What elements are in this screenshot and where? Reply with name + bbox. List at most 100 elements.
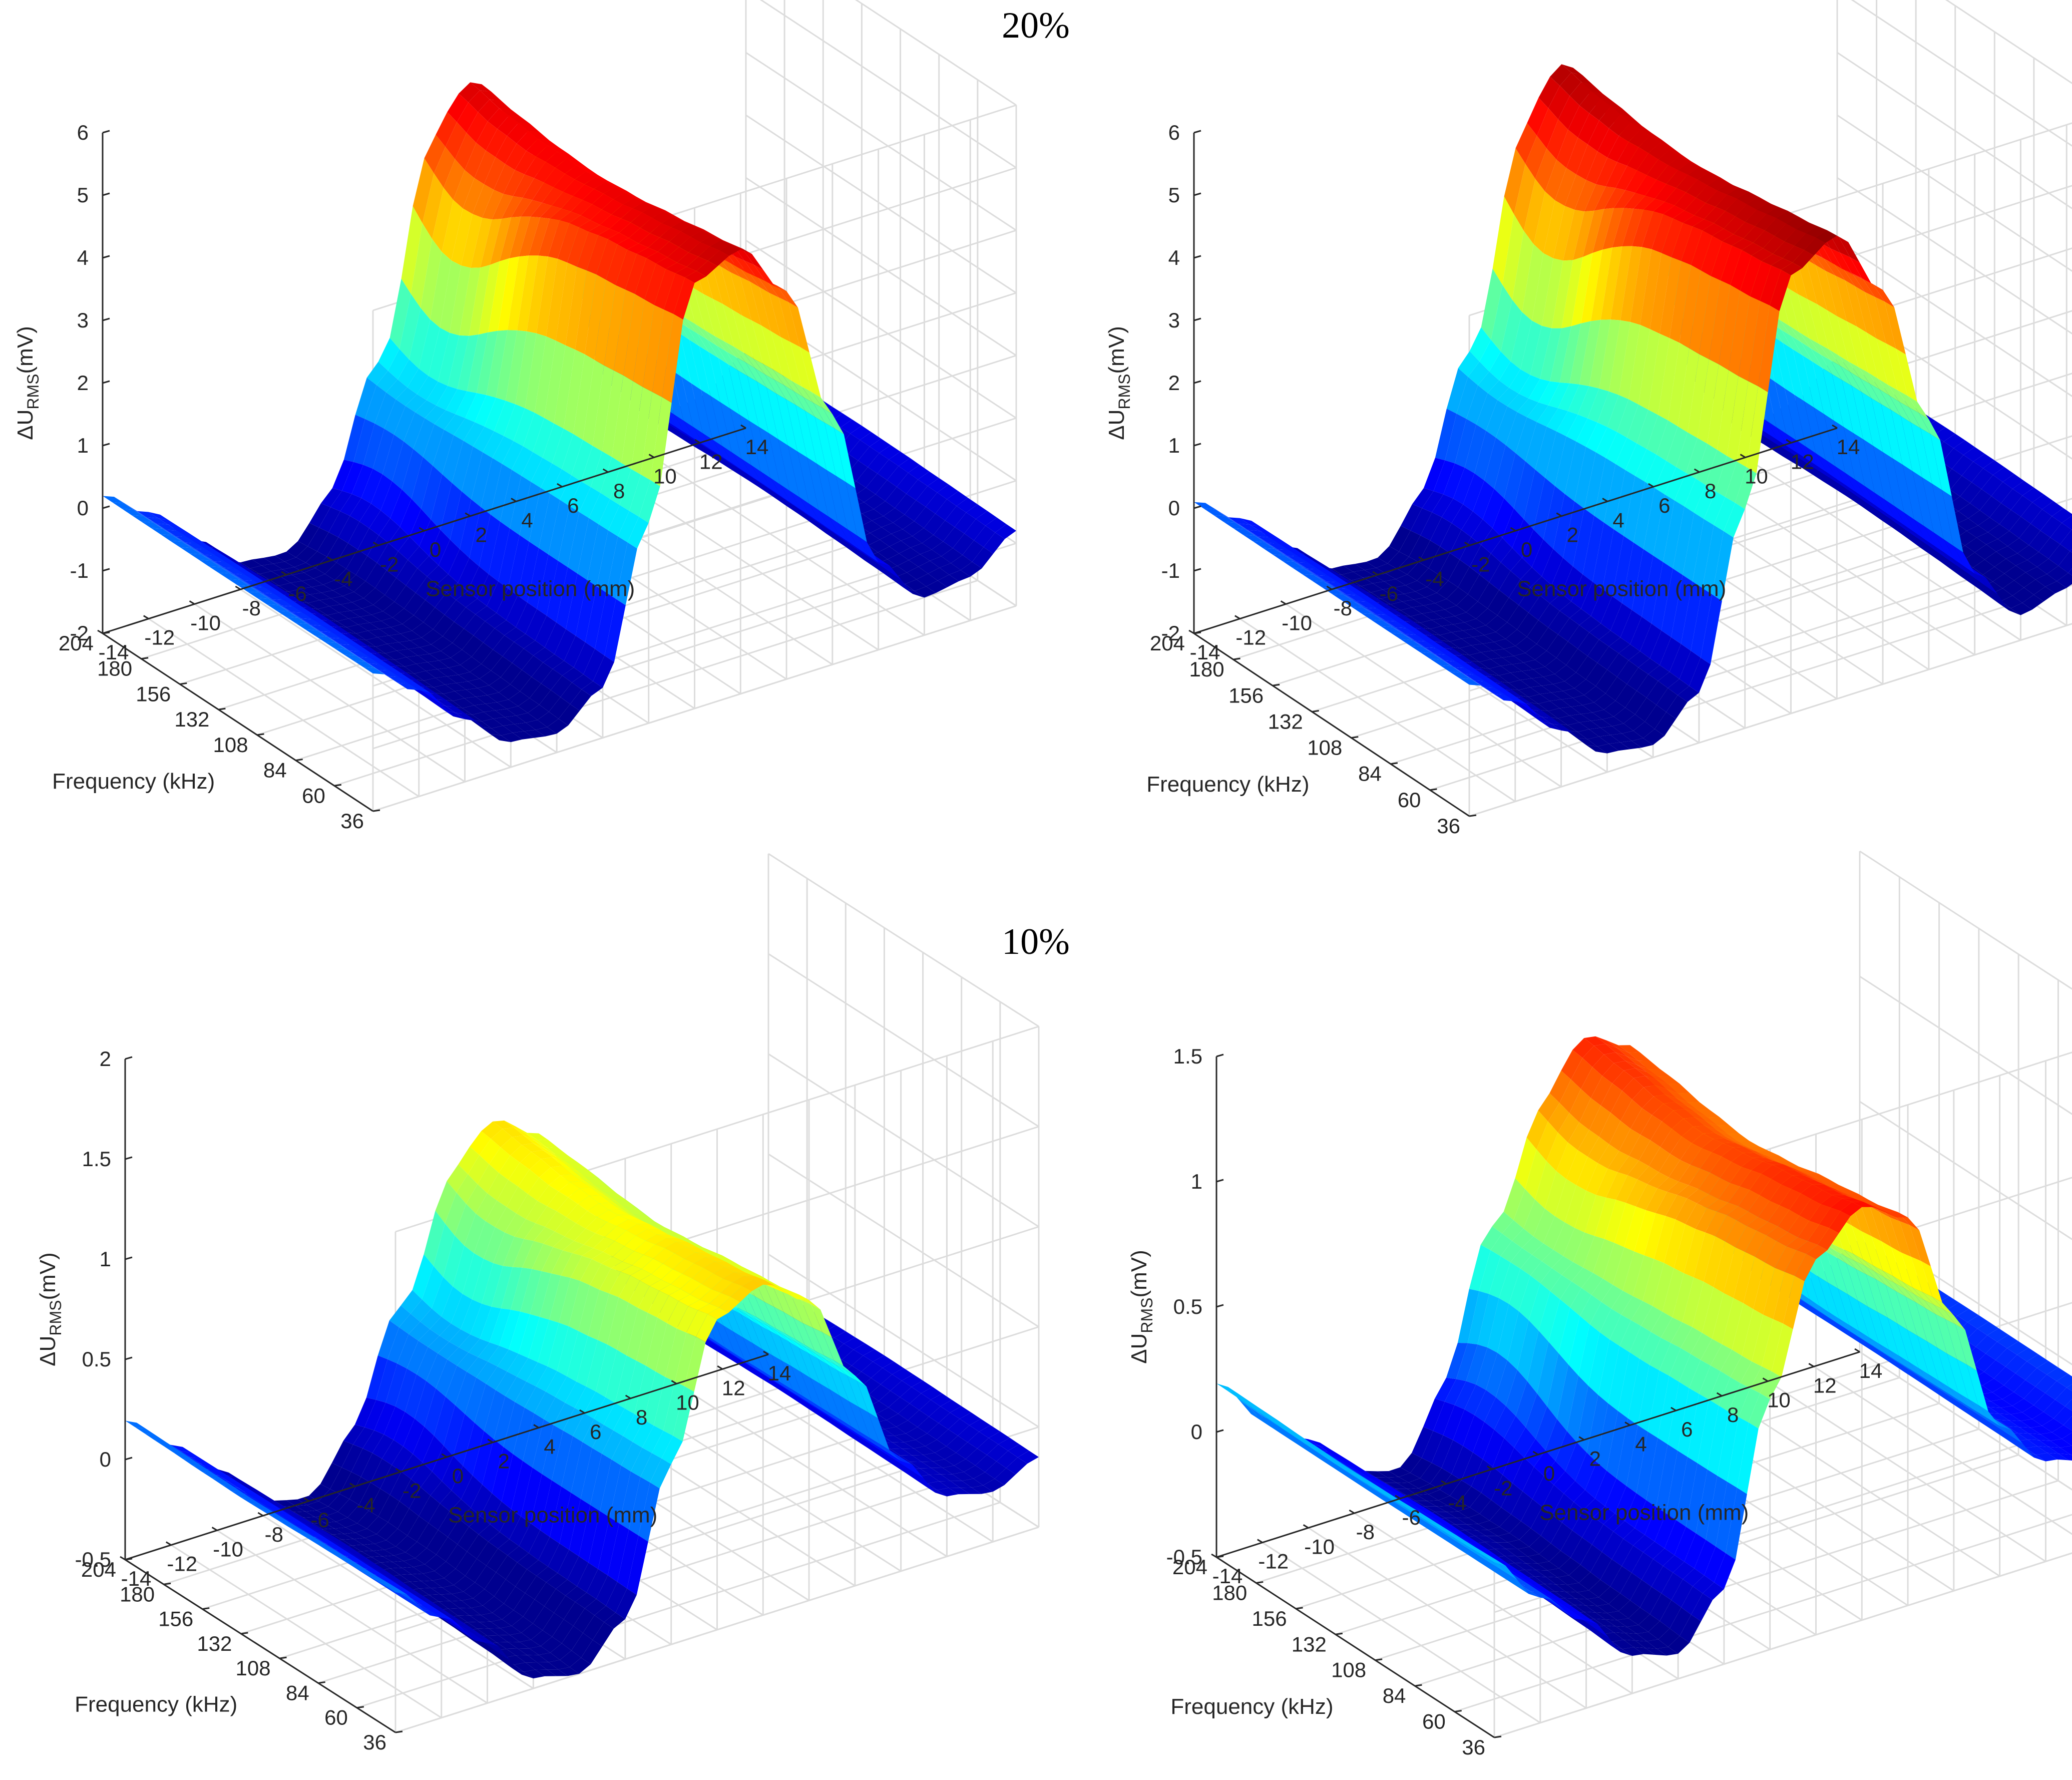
surface-patch [232, 573, 253, 587]
surface-patch [520, 676, 541, 698]
surface-patch [1613, 470, 1635, 536]
surface-patch [552, 1157, 574, 1171]
surface-patch [918, 1475, 939, 1484]
surface-patch [197, 543, 218, 552]
surface-patch [1589, 319, 1611, 389]
surface-patch [1666, 170, 1688, 188]
surface-patch [617, 238, 639, 250]
surface-patch [247, 591, 269, 599]
surface-patch [822, 1332, 844, 1366]
surface-patch [967, 1432, 989, 1449]
surface-patch [751, 465, 772, 491]
z-axis-label-sub: RMS [24, 374, 42, 410]
surface-patch [1630, 123, 1652, 133]
surface-patch [278, 605, 299, 618]
surface-patch [189, 553, 211, 561]
surface-patch [641, 392, 662, 480]
y-tick-label: 156 [1228, 683, 1264, 707]
surface-patch [502, 1127, 524, 1137]
surface-patch [583, 360, 604, 446]
surface-patch [826, 470, 848, 529]
surface-patch [415, 400, 437, 419]
surface-patch [1527, 620, 1548, 644]
surface-patch [1712, 531, 1734, 601]
surface-patch [1608, 637, 1630, 653]
surface-patch [1892, 458, 1914, 520]
surface-patch [877, 1407, 898, 1420]
surface-patch [507, 1353, 529, 1377]
surface-patch [531, 1150, 553, 1159]
surface-patch [519, 482, 541, 542]
surface-patch [1973, 454, 1995, 469]
surface-patch [1675, 192, 1696, 211]
surface-patch [1412, 640, 1433, 654]
surface-patch [1679, 650, 1701, 686]
surface-patch [1482, 489, 1504, 528]
surface-patch [429, 651, 451, 661]
z-axis-label: ΔURMS(mV) [1104, 326, 1133, 440]
surface-patch [2009, 516, 2031, 538]
surface-patch [226, 1475, 248, 1485]
surface-patch [455, 1204, 476, 1246]
surface-patch [509, 116, 530, 124]
surface-patch [926, 492, 947, 514]
surface-patch [1626, 667, 1648, 691]
surface-patch [1546, 119, 1568, 160]
surface-patch [1315, 575, 1337, 588]
surface-patch [484, 398, 506, 432]
surface-patch [615, 1355, 636, 1408]
surface-patch [543, 1150, 564, 1163]
surface-patch [514, 1219, 536, 1239]
surface-patch [482, 1439, 504, 1494]
surface-patch [579, 1188, 601, 1196]
surface-patch [1663, 205, 1685, 219]
surface-patch [408, 1321, 430, 1341]
surface-patch [245, 574, 266, 583]
surface-patch [1407, 628, 1429, 637]
surface-patch [775, 493, 797, 513]
grid-line [170, 1544, 442, 1718]
z-tick-label: 6 [1168, 121, 1180, 144]
surface-patch [388, 1501, 409, 1529]
surface-patch [452, 1591, 473, 1601]
surface-patch [2001, 595, 2022, 608]
surface-patch [497, 699, 518, 709]
surface-patch [1680, 156, 1701, 167]
surface-patch [586, 1569, 608, 1599]
surface-patch [834, 428, 856, 488]
surface-patch [804, 1345, 826, 1360]
surface-patch [330, 491, 352, 512]
surface-patch [550, 1486, 571, 1544]
surface-patch [1536, 405, 1558, 427]
surface-patch [2024, 579, 2045, 595]
surface-patch [634, 198, 656, 206]
y-tick-mark [1430, 788, 1437, 791]
surface-patch [629, 474, 651, 517]
surface-patch [600, 1459, 621, 1518]
surface-patch [1450, 638, 1471, 648]
surface-patch [502, 1610, 524, 1626]
surface-patch [1684, 478, 1706, 513]
surface-patch [1392, 594, 1414, 602]
surface-patch [1496, 406, 1517, 445]
surface-patch [1453, 666, 1474, 681]
surface-patch [1910, 422, 1932, 484]
surface-patch [468, 90, 490, 112]
surface-patch [1487, 380, 1509, 400]
surface-patch [2040, 516, 2062, 538]
surface-patch [1510, 312, 1532, 370]
surface-patch [367, 629, 389, 637]
surface-patch [1528, 595, 1550, 620]
surface-patch [1279, 543, 1301, 553]
surface-patch [556, 262, 577, 345]
surface-patch [577, 231, 598, 271]
surface-patch [1699, 167, 1721, 178]
surface-patch [539, 690, 561, 712]
surface-patch [555, 1376, 577, 1403]
surface-patch [810, 1377, 832, 1414]
surface-patch [479, 1139, 501, 1165]
surface-patch [1477, 582, 1499, 609]
surface-patch [329, 626, 351, 634]
surface-patch [645, 1234, 667, 1245]
surface-patch [1443, 616, 1465, 624]
